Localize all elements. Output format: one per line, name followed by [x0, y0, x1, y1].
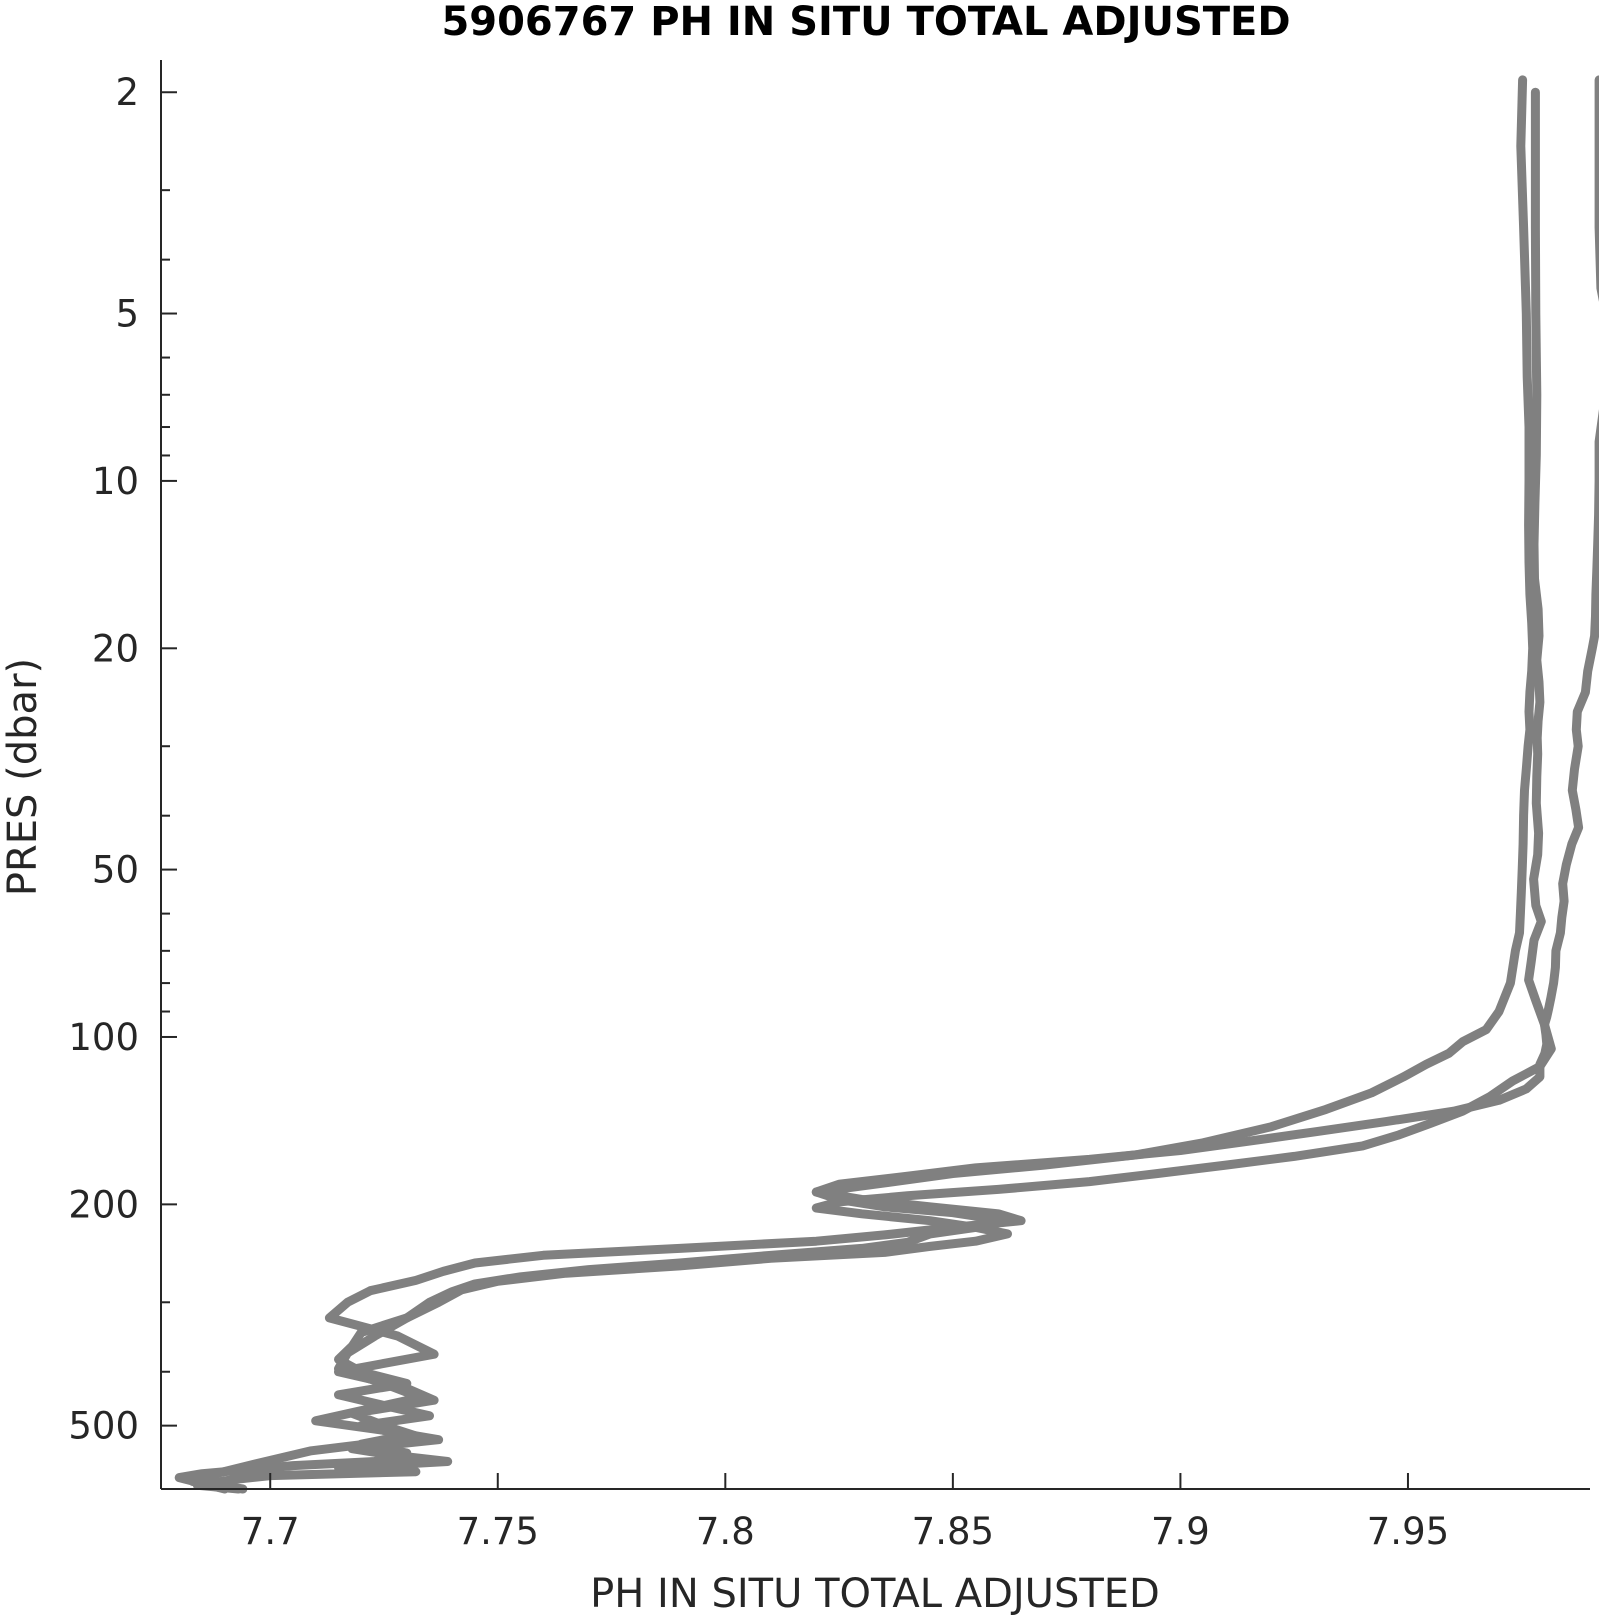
y-tick-label: 10	[92, 460, 139, 503]
y-tick-label: 50	[92, 849, 139, 892]
y-tick-label: 20	[92, 627, 139, 670]
x-axis-label: PH IN SITU TOTAL ADJUSTED	[590, 1571, 1160, 1617]
y-tick-label: 100	[68, 1016, 139, 1059]
y-tick-label: 2	[115, 71, 139, 114]
y-ticks: 2 5 10 20 50 100 200 500	[68, 71, 177, 1448]
y-tick-label: 5	[115, 293, 139, 336]
profile-line-1	[174, 75, 1538, 1494]
y-tick-label: 500	[68, 1405, 139, 1448]
y-axis-label: PRES (dbar)	[0, 658, 46, 896]
y-tick-label: 200	[68, 1183, 139, 1226]
profile-lines	[174, 75, 1599, 1494]
x-tick-label: 7.85	[912, 1510, 994, 1553]
x-tick-label: 7.9	[1151, 1510, 1210, 1553]
axes	[160, 60, 1590, 1490]
x-tick-label: 7.95	[1367, 1510, 1449, 1553]
x-ticks: 7.7 7.75 7.8 7.85 7.9 7.95	[241, 1473, 1449, 1553]
x-tick-label: 7.8	[696, 1510, 755, 1553]
x-tick-label: 7.75	[457, 1510, 539, 1553]
chart-title: 5906767 PH IN SITU TOTAL ADJUSTED	[441, 0, 1290, 45]
profile-line-3	[188, 75, 1599, 1494]
x-tick-label: 7.7	[241, 1510, 300, 1553]
